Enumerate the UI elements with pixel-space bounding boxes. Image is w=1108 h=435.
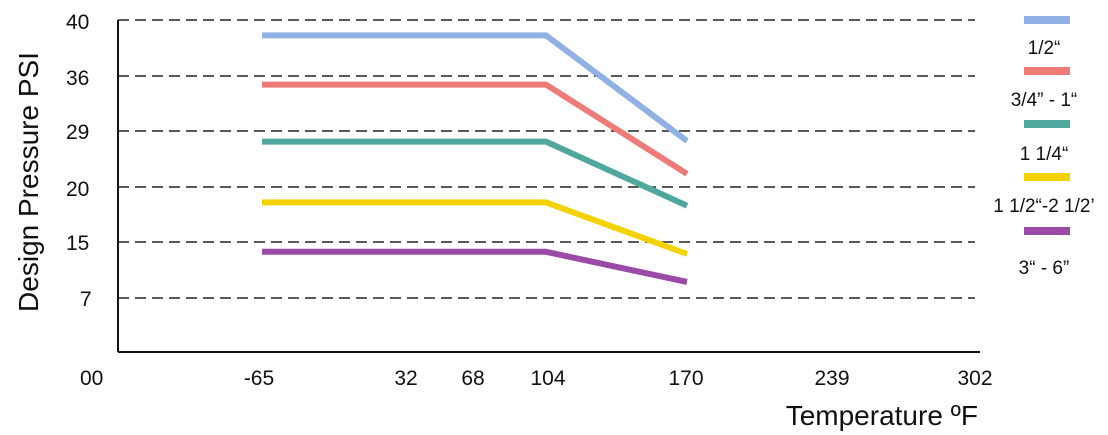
series-line xyxy=(262,138,689,209)
legend-label: 1 1/4“ xyxy=(1020,144,1069,165)
x-axis-title: Temperature ºF xyxy=(786,400,978,431)
y-tick-label: 20 xyxy=(66,178,89,201)
legend-label: 1 1/2“-2 1/2’ xyxy=(993,196,1094,217)
legend-swatch xyxy=(1024,120,1070,128)
legend-swatch xyxy=(1024,67,1070,75)
legend: 1/2“ 3/4” - 1“ 1 1/4“ 1 1/2“-2 1/2’ 3“ -… xyxy=(993,16,1095,279)
x-tick-label: 104 xyxy=(530,367,565,390)
legend-label: 3/4” - 1“ xyxy=(1011,90,1078,111)
series-line xyxy=(262,81,689,177)
y-tick-label: 15 xyxy=(66,232,89,255)
legend-swatch xyxy=(1024,16,1070,24)
y-tick-label: 40 xyxy=(66,11,89,34)
x-tick-labels: 00 -65 32 68 104 170 239 302 xyxy=(80,367,993,390)
legend-swatch xyxy=(1024,227,1070,235)
x-tick-label: 32 xyxy=(394,367,417,390)
x-tick-label: 302 xyxy=(957,367,992,390)
legend-label: 1/2“ xyxy=(1028,38,1061,59)
x-tick-label: -65 xyxy=(244,367,274,390)
legend-label: 3“ - 6” xyxy=(1019,258,1070,279)
series-line xyxy=(262,248,688,285)
y-tick-labels: 40 36 29 20 15 7 xyxy=(66,11,92,311)
y-tick-label: 29 xyxy=(66,121,89,144)
gridlines xyxy=(118,19,975,299)
series-line xyxy=(262,32,689,144)
legend-swatch xyxy=(1024,173,1070,181)
x-tick-label: 170 xyxy=(668,367,703,390)
series-line xyxy=(262,199,689,257)
y-tick-label: 7 xyxy=(80,288,92,311)
y-tick-label: 36 xyxy=(66,67,89,90)
x-tick-label: 00 xyxy=(80,367,103,390)
x-tick-label: 239 xyxy=(814,367,849,390)
y-axis-title: Design Pressure PSI xyxy=(13,52,44,312)
series-lines xyxy=(262,32,689,285)
x-tick-label: 68 xyxy=(461,367,484,390)
axes xyxy=(117,20,980,353)
